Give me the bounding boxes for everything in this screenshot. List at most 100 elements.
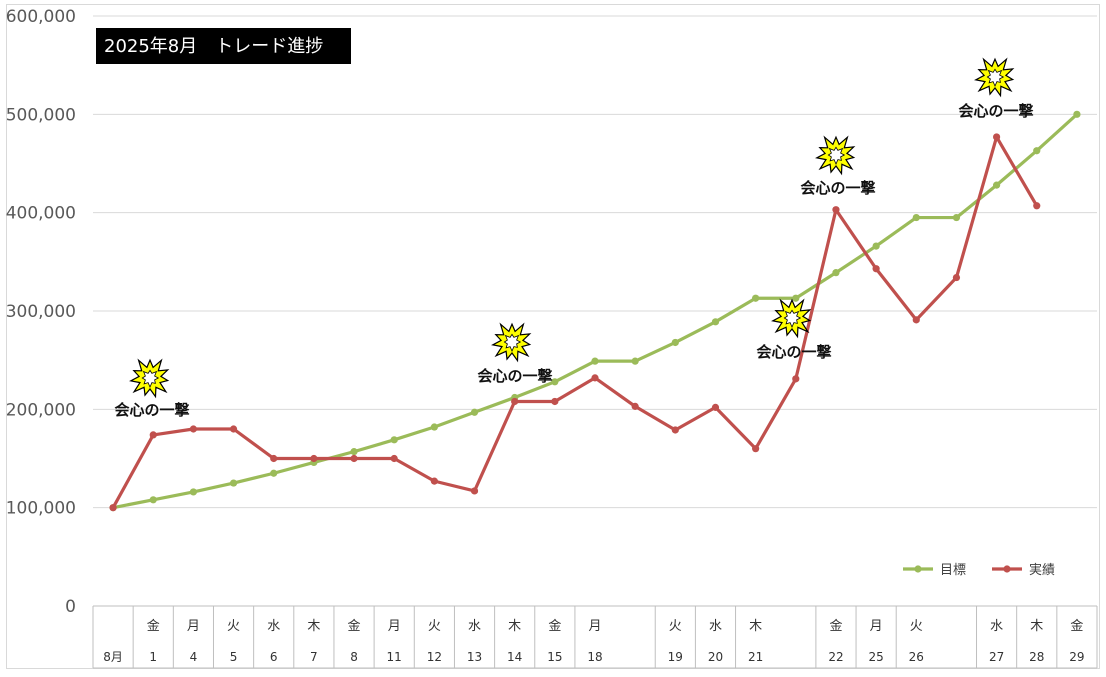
x-tick-date: 26 [909,650,924,664]
legend-item: 実績 [992,562,1055,578]
x-tick-date: 21 [748,650,763,664]
data-point [952,273,961,282]
y-tick-label: 600,000 [6,7,76,27]
series-line-実績 [111,135,1039,509]
x-tick-weekday: 金 [1070,618,1083,634]
x-tick-weekday: 水 [468,619,481,634]
annotation-label: 会心の一撃 [800,179,875,197]
data-point [752,445,760,453]
y-tick-label: 300,000 [6,302,76,322]
x-tick-weekday: 火 [910,619,923,634]
data-point [912,316,920,324]
data-point [711,403,720,411]
data-point [470,487,479,495]
data-point [993,133,1001,141]
data-point [872,242,880,250]
data-point [430,423,438,431]
legend-marker [1003,565,1011,573]
x-tick-weekday: 金 [147,618,160,634]
data-point [350,454,358,463]
x-tick-weekday: 木 [1030,619,1043,634]
burst-core [986,68,1005,88]
y-axis-ticks: 0 100,000 200,000 300,000 400,000 500,000 600,… [6,7,76,617]
critical-hit-annotation: 会心の一撃 [756,298,832,361]
data-point [832,269,840,277]
x-tick-weekday: 水 [267,619,280,634]
x-tick-weekday: 火 [227,619,240,634]
x-tick-date: 5 [230,650,238,664]
series-lines [109,110,1081,512]
critical-hit-annotation: 会心の一撃 [114,358,190,419]
y-tick-label: 0 [65,597,76,617]
data-point [872,265,880,273]
x-tick-date: 12 [427,650,442,664]
annotation-label: 会心の一撃 [958,102,1033,120]
x-tick-date: 14 [507,650,522,664]
data-point [792,375,800,383]
x-tick-date: 15 [547,650,562,664]
data-point [390,436,398,444]
chart-title: 2025年8月 トレード進捗 [104,36,323,57]
data-point [109,504,117,512]
data-point [229,479,238,487]
annotation-label: 会心の一撃 [114,401,189,419]
legend: 目標 実績 [903,562,1055,578]
data-point [310,454,318,463]
x-tick-weekday: 月 [187,619,200,634]
x-tick-date: 18 [587,650,602,664]
data-point [149,431,157,439]
x-tick-weekday: 月 [870,619,883,634]
data-point [752,294,760,302]
critical-hit-annotation: 会心の一撃 [477,322,553,385]
x-tick-date: 7 [310,650,318,664]
x-tick-weekday: 水 [709,619,722,634]
data-point [671,338,679,347]
data-point [631,357,639,365]
critical-hit-annotation: 会心の一撃 [958,57,1034,120]
data-point [832,206,840,214]
data-point [390,454,398,463]
critical-hit-annotation: 会心の一撃 [800,135,876,197]
x-tick-weekday: 水 [990,619,1003,634]
legend-marker [914,565,922,573]
x-tick-weekday: 金 [548,618,561,634]
data-point [350,448,358,456]
data-point [591,374,599,382]
chart-title-box: 2025年8月 トレード進捗 [96,28,351,64]
data-point [149,496,157,504]
data-point [1033,202,1041,210]
y-tick-label: 200,000 [6,400,76,420]
data-point [591,357,599,365]
data-point [551,397,559,406]
x-tick-date: 13 [467,650,482,664]
data-point [511,397,519,406]
x-tick-weekday: 木 [307,619,320,634]
x-tick-date: 8 [350,650,358,664]
x-tick-date: 4 [190,650,198,664]
x-tick-weekday: 木 [508,619,521,634]
x-tick-weekday: 金 [348,618,361,634]
x-tick-date: 27 [989,650,1004,664]
data-point [671,426,679,434]
data-point [229,425,238,433]
x-tick-date: 6 [270,650,278,664]
burst-core [503,333,522,353]
x-tick-date: 28 [1029,650,1044,664]
y-tick-label: 400,000 [6,204,76,224]
data-point [993,181,1001,189]
legend-item: 目標 [903,563,966,578]
data-point [270,469,278,477]
data-point [551,378,559,386]
annotation-label: 会心の一撃 [756,343,831,361]
burst-core [827,146,846,166]
data-point [631,402,639,410]
data-point [952,213,961,222]
legend-label: 実績 [1029,562,1055,578]
x-tick-date: 25 [868,650,883,664]
x-tick-date: 11 [387,650,402,664]
x-tick-date: 1 [149,650,157,664]
data-point [792,294,800,302]
data-point [1073,110,1081,118]
